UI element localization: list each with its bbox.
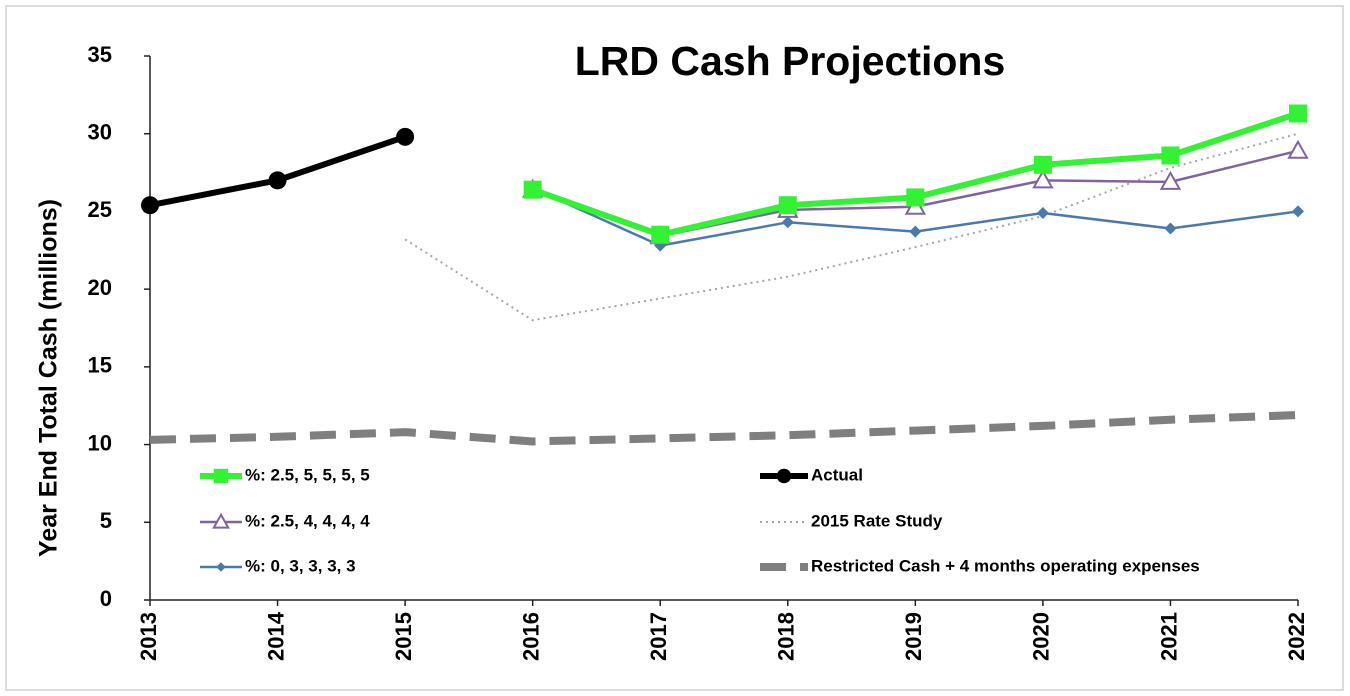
x-tick-label: 2019 [901,612,926,661]
legend-label: Actual [811,465,863,484]
legend-marker [213,468,229,484]
marker [268,171,287,190]
marker [1036,206,1049,219]
x-tick-label: 2014 [263,611,288,661]
chart-frame [5,5,1344,691]
series-line [149,411,1299,446]
marker [1292,205,1304,218]
y-axis-label: Year End Total Cash (millions) [35,199,63,557]
marker [1032,169,1054,189]
legend-item: Restricted Cash + 4 months operating exp… [760,556,1200,575]
legend-label: %: 0, 3, 3, 3, 3 [245,556,356,575]
series [141,127,415,215]
y-tick-label: 5 [100,508,112,533]
series-line [404,132,1299,322]
y-tick-label: 15 [88,353,112,378]
y-tick-label: 20 [88,275,112,300]
x-tick-label: 2022 [1284,612,1309,661]
legend-item: Actual [760,465,863,484]
series [149,411,1299,446]
marker [523,180,542,199]
x-tick-label: 2013 [136,612,161,661]
x-tick-label: 2015 [391,612,416,661]
legend-label: 2015 Rate Study [811,511,943,530]
x-tick-label: 2017 [646,612,671,661]
marker [909,225,922,238]
x-tick-label: 2018 [774,612,799,661]
marker [781,216,794,229]
y-tick-label: 0 [100,586,112,611]
x-tick-label: 2016 [518,612,543,661]
x-tick-label: 2021 [1156,612,1181,661]
y-tick-label: 25 [88,197,112,222]
marker [141,196,159,215]
marker [396,127,415,146]
marker [1159,170,1182,190]
legend-item: 2015 Rate Study [760,511,943,530]
legend-label: Restricted Cash + 4 months operating exp… [811,556,1200,575]
legend-marker [776,468,792,484]
chart-title: LRD Cash Projections [575,38,1006,84]
marker [778,196,797,215]
marker [1161,146,1180,165]
legend-item: %: 2.5, 5, 5, 5, 5 [200,465,370,484]
marker [1289,104,1307,123]
marker [1164,222,1177,235]
series [404,132,1299,322]
legend-item: %: 2.5, 4, 4, 4, 4 [200,511,370,530]
y-tick-label: 35 [88,42,112,67]
legend-label: %: 2.5, 5, 5, 5, 5 [245,465,370,484]
legend-item: %: 0, 3, 3, 3, 3 [200,556,356,575]
y-tick-label: 30 [88,120,112,145]
series [523,104,1307,244]
marker [1033,155,1052,174]
marker [651,225,670,244]
marker [1287,139,1309,159]
y-tick-label: 10 [88,430,112,455]
legend-marker [212,512,230,529]
marker [906,188,925,207]
legend-marker [216,562,226,572]
x-tick-label: 2020 [1029,612,1054,661]
legend-label: %: 2.5, 4, 4, 4, 4 [245,511,370,530]
